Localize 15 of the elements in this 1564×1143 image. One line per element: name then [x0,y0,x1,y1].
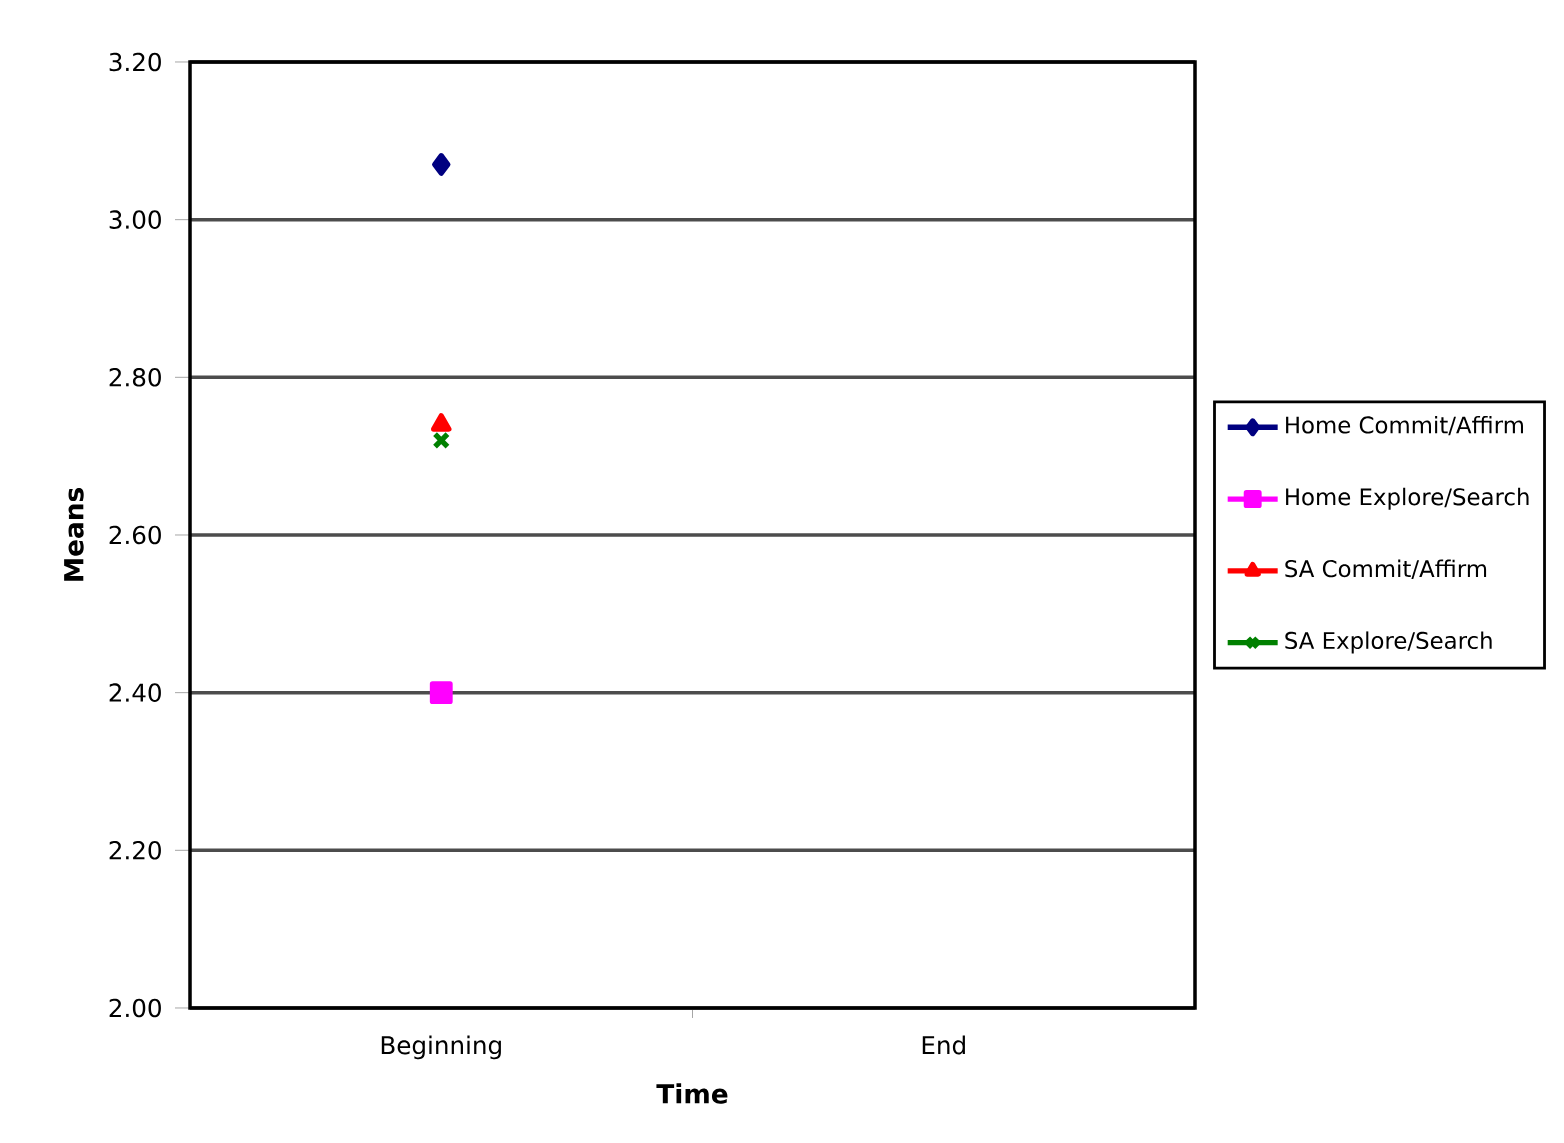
y-tick-label: 2.80 [109,368,161,387]
legend-label: SA Commit/Affirm [1285,559,1487,580]
y-tick-label: 2.60 [109,525,161,545]
x-tick-label: End [922,1035,965,1055]
y-tick-label: 2.00 [109,998,161,1018]
legend-label: Home Explore/Search [1286,487,1529,510]
legend-label: Home Commit/Affirm [1286,415,1523,436]
x-tick-label: Beginning [381,1035,501,1060]
y-tick-label: 2.40 [109,683,161,702]
y-axis-title: Means [64,488,84,581]
legend-label: SA Explore/Search [1285,631,1492,654]
y-tick-label: 2.20 [109,841,161,860]
y-tick-label: 3.00 [109,210,161,229]
y-tick-label: 3.20 [109,52,161,72]
x-axis-title: Time [656,1083,728,1104]
